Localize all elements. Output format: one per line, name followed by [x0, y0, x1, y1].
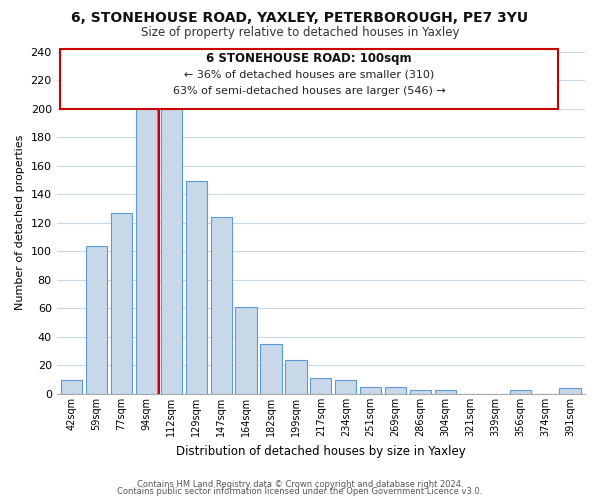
- Bar: [211, 217, 232, 394]
- Text: Contains HM Land Registry data © Crown copyright and database right 2024.: Contains HM Land Registry data © Crown c…: [137, 480, 463, 489]
- Bar: [435, 390, 456, 394]
- Bar: [260, 344, 281, 394]
- Bar: [161, 108, 182, 394]
- Bar: [61, 380, 82, 394]
- Bar: [136, 108, 157, 394]
- Text: ← 36% of detached houses are smaller (310): ← 36% of detached houses are smaller (31…: [184, 70, 434, 80]
- FancyBboxPatch shape: [61, 48, 557, 108]
- Text: Contains public sector information licensed under the Open Government Licence v3: Contains public sector information licen…: [118, 488, 482, 496]
- Text: 6, STONEHOUSE ROAD, YAXLEY, PETERBOROUGH, PE7 3YU: 6, STONEHOUSE ROAD, YAXLEY, PETERBOROUGH…: [71, 11, 529, 25]
- Bar: [310, 378, 331, 394]
- Bar: [559, 388, 581, 394]
- Bar: [385, 387, 406, 394]
- X-axis label: Distribution of detached houses by size in Yaxley: Distribution of detached houses by size …: [176, 444, 466, 458]
- Bar: [185, 182, 207, 394]
- Bar: [360, 387, 381, 394]
- Bar: [86, 246, 107, 394]
- Bar: [509, 390, 531, 394]
- Bar: [111, 213, 132, 394]
- Bar: [286, 360, 307, 394]
- Y-axis label: Number of detached properties: Number of detached properties: [15, 135, 25, 310]
- Text: 63% of semi-detached houses are larger (546) →: 63% of semi-detached houses are larger (…: [173, 86, 445, 97]
- Bar: [410, 390, 431, 394]
- Bar: [235, 307, 257, 394]
- Text: Size of property relative to detached houses in Yaxley: Size of property relative to detached ho…: [141, 26, 459, 39]
- Text: 6 STONEHOUSE ROAD: 100sqm: 6 STONEHOUSE ROAD: 100sqm: [206, 52, 412, 65]
- Bar: [335, 380, 356, 394]
